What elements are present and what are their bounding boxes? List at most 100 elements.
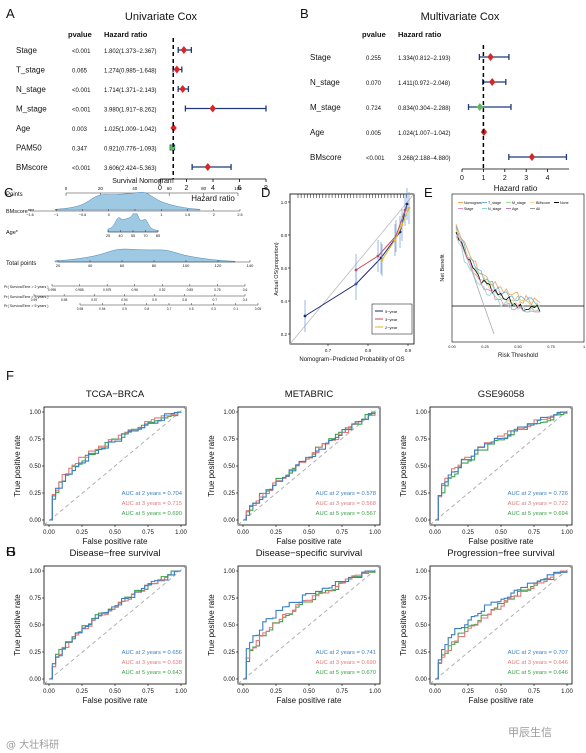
dca-x-tick-label: 0.50 [514,345,521,349]
panel-letter: G [6,544,16,559]
roc-auc-2y: AUC at 2 years = 0.707 [508,650,568,656]
roc-y-tick-label: 1.00 [223,569,235,575]
roc-x-label: False positive rate [277,696,342,705]
roc-x-tick-label: 0.50 [109,689,121,695]
dca-y-label: Net Benefit [440,254,446,282]
roc-diagonal [237,565,381,685]
decision-curve: E Nomogram T_stage M_stage BMscore None Stage N… [424,185,585,359]
bmscore-tick-label: 0 [108,213,110,217]
dca-model-curve [455,231,541,313]
roc-y-tick-label: 1.00 [415,569,427,575]
dca-model-curve [455,227,541,311]
forest-point [488,78,496,86]
forest-point [476,103,484,111]
roc-auc-3y: AUC at 3 years = 0.638 [122,660,182,666]
pr5-tick-label: 0.8 [144,307,149,311]
roc-panel: H Disease−specific survival0.000.000.250.… [6,544,381,705]
points-tick-label: 80 [201,186,207,191]
age-tick-label: 85 [156,234,160,238]
roc-title: GSE96058 [478,389,524,400]
forest-point [179,85,186,93]
roc-y-label: True positive rate [13,594,22,656]
forest-x-label: Hazard ratio [494,184,538,193]
forest-x-tick-label: 1 [481,175,485,182]
roc-y-tick-label: 0.25 [29,650,41,656]
forest-row-label: Stage [310,53,331,62]
dca-model-curve [455,223,541,307]
cal-y-tick-label: 0.2 [281,332,288,337]
forest-row-pvalue: <0.001 [72,49,91,55]
cal-legend-label: 2−year [385,325,398,330]
roc-x-tick-label: 0.25 [76,530,88,536]
age-density [107,213,159,233]
roc-curve [243,570,375,680]
points-tick-label: 40 [132,186,138,191]
roc-x-tick-label: 0.00 [237,530,249,536]
roc-x-tick-label: 0.75 [528,530,540,536]
forest-row-hr-text: 3.980(1.917−8.262) [104,108,157,114]
pr3-tick-label: 0.97 [91,298,98,302]
forest-point [170,124,177,132]
points-tick-label: 20 [98,186,104,191]
pr2-tick-label: 0.995 [48,288,56,292]
roc-auc-3y: AUC at 3 years = 0.715 [122,501,182,507]
cal-point [376,254,380,258]
cal-point [407,206,411,210]
roc-x-label: False positive rate [469,537,534,546]
pr3-tick-label: 0.8 [182,298,187,302]
roc-diagonal [429,406,573,526]
forest-x-tick-label: 4 [211,185,215,192]
total-density [54,248,236,263]
cal-legend-label: 3−year [385,317,398,322]
roc-y-tick-label: 0.00 [415,677,427,683]
roc-y-tick-label: 0.75 [223,596,235,602]
forest-row-hr-text: 1.334(0.812−2.193) [398,56,451,62]
forest-x-tick-label: 3 [524,175,528,182]
bmscore-tick-label: 2.5 [237,213,242,217]
forest-row-hr-text: 1.802(1.373−2.367) [104,49,157,55]
roc-title: Progression−free survival [447,548,554,559]
pr5-tick-label: 0.5 [189,307,194,311]
cal-y-tick-label: 1.0 [281,200,288,205]
forest-row-pvalue: 0.347 [72,147,88,153]
total-points-tick-label: 100 [183,263,190,268]
forest-univariate: A Univariate Cox pvalue Hazard ratio Stage <0… [6,6,268,203]
dca-legend-label: Age [512,207,518,211]
pr2-tick-label: 0.92 [159,288,166,292]
pr2-tick-label: 0.6 [243,288,248,292]
age-tick-label: 40 [118,234,122,238]
bmscore-tick-label: 1.5 [185,213,190,217]
cal-x-label: Nomogram−Predicted Probability of OS [299,357,404,363]
roc-y-tick-label: 0.00 [29,518,41,524]
bmscore-tick-label: 2 [213,213,215,217]
forest-x-tick-label: 0 [460,175,464,182]
roc-x-tick-label: 0.75 [142,530,154,536]
cal-point [400,223,404,227]
roc-y-tick-label: 0.50 [29,464,41,470]
cal-legend-label: 5−year [385,309,398,314]
cal-point [403,208,407,212]
roc-y-tick-label: 1.00 [29,569,41,575]
dca-legend-label: T_stage [488,201,501,205]
forest-point [487,53,494,61]
forest-row-hr-text: 1.274(0.985−1.648) [104,69,157,75]
panel-letter: H [6,544,15,559]
forest-row-hr-text: 0.834(0.304−2.288) [398,106,451,112]
roc-x-tick-label: 0.75 [336,530,348,536]
points-tick-label: 60 [167,186,173,191]
forest-row-pvalue: <0.001 [72,108,91,114]
pr5-tick-label: 0.94 [99,307,106,311]
forest-row-hr-text: 0.921(0.776−1.093) [104,147,157,153]
forest-row-pvalue: 0.255 [366,56,382,62]
points-tick-label: 0 [65,186,68,191]
dca-x-tick-label: 1 [583,345,585,349]
roc-x-tick-label: 0.50 [495,530,507,536]
roc-x-tick-label: 0.50 [303,689,315,695]
roc-x-tick-label: 0.75 [336,689,348,695]
nomogram: C Survival Nomogram Points BMscore*** Age* To… [4,178,261,311]
forest-x-tick-label: 4 [546,175,550,182]
nomogram-row-label: Pr( SurvivalTime > 3 years ) [4,295,49,299]
roc-x-label: False positive rate [83,696,148,705]
nomogram-row-label: Points [6,192,23,198]
